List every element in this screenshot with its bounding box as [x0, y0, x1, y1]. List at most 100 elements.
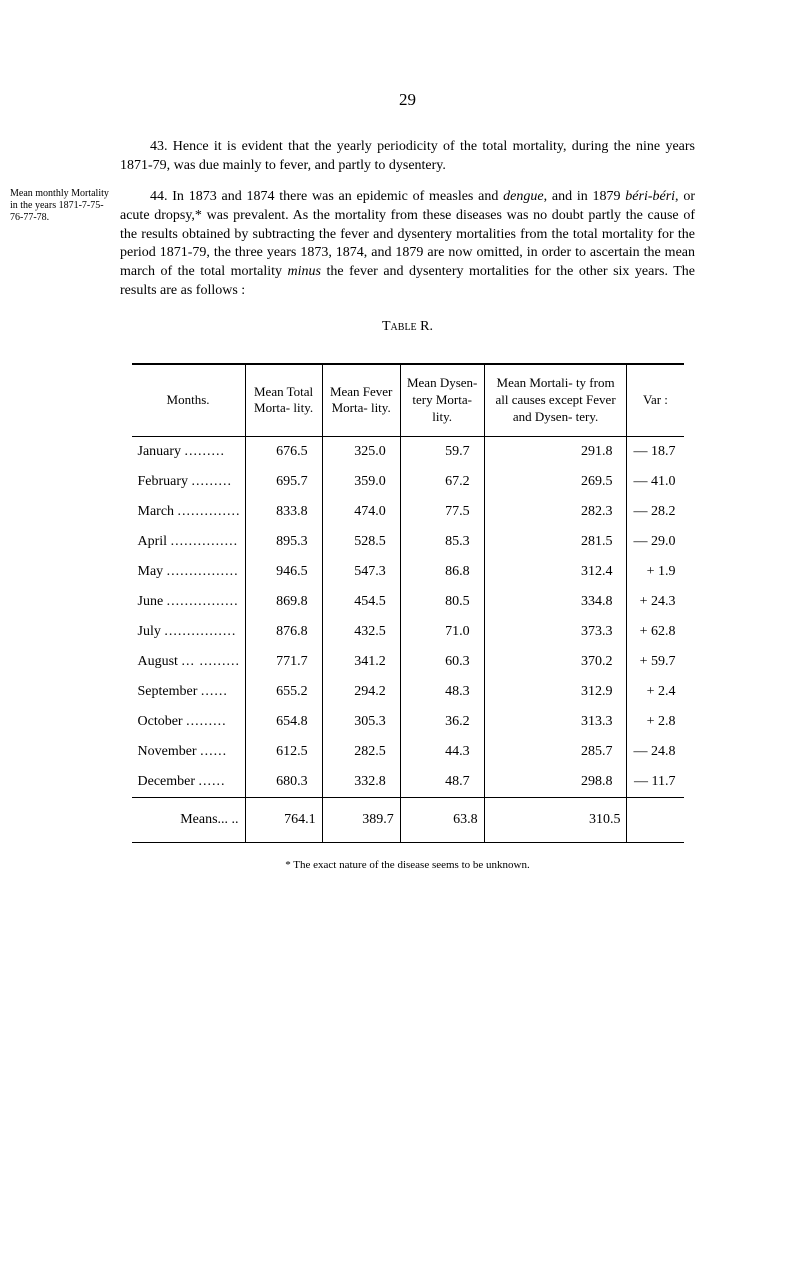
value-cell: 454.5 — [322, 587, 400, 617]
value-cell: + 24.3 — [627, 587, 684, 617]
value-cell: — 11.7 — [627, 767, 684, 798]
value-cell: — 18.7 — [627, 436, 684, 467]
col-var: Var : — [627, 364, 684, 436]
value-cell: 313.3 — [484, 707, 627, 737]
value-cell: + 1.9 — [627, 557, 684, 587]
value-cell: 895.3 — [245, 527, 322, 557]
means-label: Means... .. — [132, 797, 246, 842]
value-cell: 71.0 — [400, 617, 484, 647]
means-value-cell — [627, 797, 684, 842]
value-cell: 370.2 — [484, 647, 627, 677]
value-cell: 332.8 — [322, 767, 400, 798]
table-row: December ......680.3332.848.7298.8— 11.7 — [132, 767, 684, 798]
table-row: April ...............895.3528.585.3281.5… — [132, 527, 684, 557]
value-cell: 44.3 — [400, 737, 484, 767]
value-cell: 474.0 — [322, 497, 400, 527]
value-cell: 312.9 — [484, 677, 627, 707]
table-row: September ......655.2294.248.3312.9+ 2.4 — [132, 677, 684, 707]
value-cell: 60.3 — [400, 647, 484, 677]
month-cell: June ................ — [132, 587, 246, 617]
value-cell: — 28.2 — [627, 497, 684, 527]
value-cell: 36.2 — [400, 707, 484, 737]
value-cell: 282.3 — [484, 497, 627, 527]
value-cell: 285.7 — [484, 737, 627, 767]
month-cell: April ............... — [132, 527, 246, 557]
mortality-table: Months. Mean Total Morta- lity. Mean Fev… — [132, 363, 684, 843]
means-value-cell: 389.7 — [322, 797, 400, 842]
value-cell: 80.5 — [400, 587, 484, 617]
value-cell: 341.2 — [322, 647, 400, 677]
footnote: * The exact nature of the disease seems … — [120, 859, 695, 871]
value-cell: 312.4 — [484, 557, 627, 587]
value-cell: 85.3 — [400, 527, 484, 557]
value-cell: 612.5 — [245, 737, 322, 767]
value-cell: 695.7 — [245, 467, 322, 497]
col-fever-mortality: Mean Fever Morta- lity. — [322, 364, 400, 436]
col-total-mortality: Mean Total Morta- lity. — [245, 364, 322, 436]
table-row: February .........695.7359.067.2269.5— 4… — [132, 467, 684, 497]
month-cell: July ................ — [132, 617, 246, 647]
value-cell: 334.8 — [484, 587, 627, 617]
value-cell: 373.3 — [484, 617, 627, 647]
value-cell: 869.8 — [245, 587, 322, 617]
value-cell: 77.5 — [400, 497, 484, 527]
page-container: 29 43. Hence it is evident that the year… — [0, 0, 800, 931]
paragraph-44: Mean monthly Mortality in the years 1871… — [120, 188, 695, 301]
value-cell: 298.8 — [484, 767, 627, 798]
value-cell: 833.8 — [245, 497, 322, 527]
month-cell: March .............. — [132, 497, 246, 527]
month-cell: October ......... — [132, 707, 246, 737]
value-cell: 771.7 — [245, 647, 322, 677]
value-cell: 281.5 — [484, 527, 627, 557]
means-row: Means... ..764.1389.763.8310.5 — [132, 797, 684, 842]
table-row: October .........654.8305.336.2313.3+ 2.… — [132, 707, 684, 737]
col-months: Months. — [132, 364, 246, 436]
month-cell: May ................ — [132, 557, 246, 587]
col-dysentery-mortality: Mean Dysen- tery Morta- lity. — [400, 364, 484, 436]
value-cell: + 2.4 — [627, 677, 684, 707]
means-value-cell: 310.5 — [484, 797, 627, 842]
value-cell: 528.5 — [322, 527, 400, 557]
value-cell: 59.7 — [400, 436, 484, 467]
table-row: January .........676.5325.059.7291.8— 18… — [132, 436, 684, 467]
paragraph-43: 43. Hence it is evident that the yearly … — [120, 138, 695, 176]
para2-text: 44. In 1873 and 1874 there was an epidem… — [120, 189, 695, 298]
means-value-cell: 764.1 — [245, 797, 322, 842]
month-cell: September ...... — [132, 677, 246, 707]
value-cell: 291.8 — [484, 436, 627, 467]
col-other-mortality: Mean Mortali- ty from all causes except … — [484, 364, 627, 436]
value-cell: 86.8 — [400, 557, 484, 587]
value-cell: + 62.8 — [627, 617, 684, 647]
value-cell: 655.2 — [245, 677, 322, 707]
value-cell: 432.5 — [322, 617, 400, 647]
value-cell: — 24.8 — [627, 737, 684, 767]
month-cell: August ... ......... — [132, 647, 246, 677]
value-cell: 680.3 — [245, 767, 322, 798]
table-row: November ......612.5282.544.3285.7— 24.8 — [132, 737, 684, 767]
value-cell: 269.5 — [484, 467, 627, 497]
value-cell: 325.0 — [322, 436, 400, 467]
value-cell: 48.3 — [400, 677, 484, 707]
value-cell: 676.5 — [245, 436, 322, 467]
value-cell: 946.5 — [245, 557, 322, 587]
page-number: 29 — [120, 90, 695, 110]
value-cell: 547.3 — [322, 557, 400, 587]
margin-note: Mean monthly Mortality in the years 1871… — [10, 188, 112, 224]
table-row: March ..............833.8474.077.5282.3—… — [132, 497, 684, 527]
table-header-row: Months. Mean Total Morta- lity. Mean Fev… — [132, 364, 684, 436]
value-cell: + 59.7 — [627, 647, 684, 677]
value-cell: 282.5 — [322, 737, 400, 767]
value-cell: — 29.0 — [627, 527, 684, 557]
value-cell: + 2.8 — [627, 707, 684, 737]
table-row: August ... .........771.7341.260.3370.2+… — [132, 647, 684, 677]
value-cell: 67.2 — [400, 467, 484, 497]
table-row: July ................876.8432.571.0373.3… — [132, 617, 684, 647]
value-cell: 305.3 — [322, 707, 400, 737]
table-row: June ................869.8454.580.5334.8… — [132, 587, 684, 617]
table-label: Table R. — [120, 319, 695, 335]
value-cell: 876.8 — [245, 617, 322, 647]
month-cell: November ...... — [132, 737, 246, 767]
table-body: January .........676.5325.059.7291.8— 18… — [132, 436, 684, 842]
month-cell: January ......... — [132, 436, 246, 467]
table-row: May ................946.5547.386.8312.4+… — [132, 557, 684, 587]
